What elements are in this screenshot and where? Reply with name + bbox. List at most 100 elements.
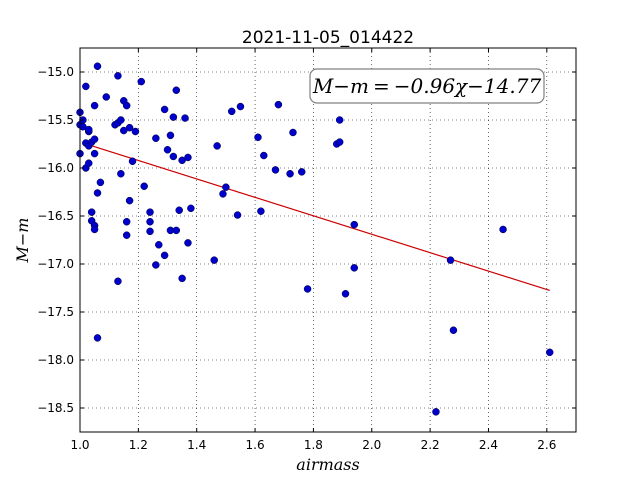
chart-title: 2021-11-05_014422 — [242, 28, 414, 48]
data-point — [350, 264, 359, 272]
data-point — [169, 152, 178, 161]
data-point — [166, 131, 175, 140]
data-points — [76, 62, 554, 416]
data-point — [146, 218, 154, 226]
data-point — [87, 208, 96, 216]
data-point — [222, 183, 230, 191]
data-point — [350, 220, 359, 229]
data-point — [140, 182, 148, 190]
data-point — [184, 153, 192, 162]
data-point — [233, 211, 242, 219]
x-tick-label: 2.4 — [479, 438, 498, 452]
data-point — [449, 326, 458, 334]
y-tick-label: −18.0 — [37, 353, 74, 367]
data-point — [184, 239, 192, 247]
y-tick-label: −17.5 — [37, 305, 74, 319]
x-tick-label: 2.6 — [537, 438, 556, 452]
data-point — [90, 101, 99, 110]
y-tick-label: −16.5 — [37, 209, 74, 223]
data-point — [85, 125, 93, 134]
data-point — [335, 138, 344, 146]
data-point — [137, 77, 146, 86]
data-point — [172, 226, 181, 235]
data-point — [160, 251, 169, 260]
data-point — [271, 166, 280, 174]
data-point — [181, 114, 189, 122]
data-point — [187, 204, 195, 213]
data-point — [146, 227, 154, 236]
data-point — [274, 100, 283, 109]
data-point — [303, 285, 312, 293]
data-point — [219, 190, 227, 198]
data-point — [297, 168, 306, 176]
data-point — [236, 102, 245, 111]
data-point — [122, 231, 131, 239]
data-point — [96, 178, 105, 187]
data-point — [90, 135, 99, 143]
plot-frame — [79, 47, 577, 433]
y-axis-label: M−m — [13, 218, 32, 264]
data-point — [172, 86, 181, 94]
x-tick-label: 1.2 — [129, 438, 148, 452]
x-tick-label: 1.0 — [70, 438, 89, 452]
data-point — [117, 170, 125, 178]
data-point — [160, 105, 169, 114]
data-point — [90, 149, 99, 158]
data-point — [446, 256, 455, 264]
data-point — [341, 290, 350, 298]
data-point — [114, 72, 122, 80]
data-point — [122, 101, 131, 110]
fit-line-group — [85, 143, 550, 292]
data-point — [85, 159, 93, 167]
data-point — [131, 127, 140, 136]
data-point — [90, 225, 99, 234]
data-point — [227, 107, 236, 116]
data-point — [152, 261, 160, 269]
data-point — [128, 157, 137, 166]
data-point — [155, 241, 163, 249]
data-point — [163, 146, 172, 154]
annotation-box: M−m = −0.96χ−14.77 — [309, 68, 545, 104]
data-point — [114, 277, 122, 286]
data-point — [499, 225, 507, 234]
annotation-frame — [309, 68, 545, 104]
x-tick-label: 1.6 — [246, 438, 265, 452]
data-point — [260, 151, 268, 160]
x-axis-label: airmass — [296, 455, 359, 474]
data-point — [117, 116, 125, 124]
data-point — [210, 256, 218, 264]
x-tick-label: 1.4 — [187, 438, 206, 452]
data-point — [169, 113, 178, 121]
data-point — [125, 196, 134, 205]
y-tick-label: −18.5 — [37, 401, 74, 415]
data-point — [257, 207, 265, 215]
y-tick-label: −15.0 — [37, 65, 74, 79]
data-point — [335, 116, 344, 124]
data-point — [289, 128, 297, 137]
y-tick-label: −16.0 — [37, 161, 74, 175]
data-point — [432, 408, 440, 416]
x-tick-label: 2.2 — [421, 438, 440, 452]
axis-ticks: 1.0 1.2 1.4 1.6 1.8 2.0 2.2 2.4 2.6 −15.0 −15.5 −16… — [37, 48, 576, 452]
data-point — [102, 93, 111, 101]
data-point — [146, 208, 154, 216]
x-tick-label: 2.0 — [362, 438, 381, 452]
data-point — [545, 348, 554, 357]
data-point — [82, 82, 90, 91]
fit-line — [85, 143, 550, 292]
data-point — [178, 274, 186, 283]
data-point — [125, 123, 134, 132]
x-tick-label: 1.8 — [304, 438, 323, 452]
data-point — [286, 170, 294, 178]
y-tick-label: −15.5 — [37, 113, 74, 127]
y-tick-label: −17.0 — [37, 257, 74, 271]
data-point — [93, 334, 102, 342]
grid — [79, 48, 576, 432]
data-point — [122, 218, 131, 226]
data-point — [213, 142, 221, 150]
data-point — [93, 62, 102, 70]
data-point — [152, 134, 160, 142]
fit-equation: M−m = −0.96χ−14.77 — [312, 74, 542, 98]
data-point — [93, 189, 102, 197]
